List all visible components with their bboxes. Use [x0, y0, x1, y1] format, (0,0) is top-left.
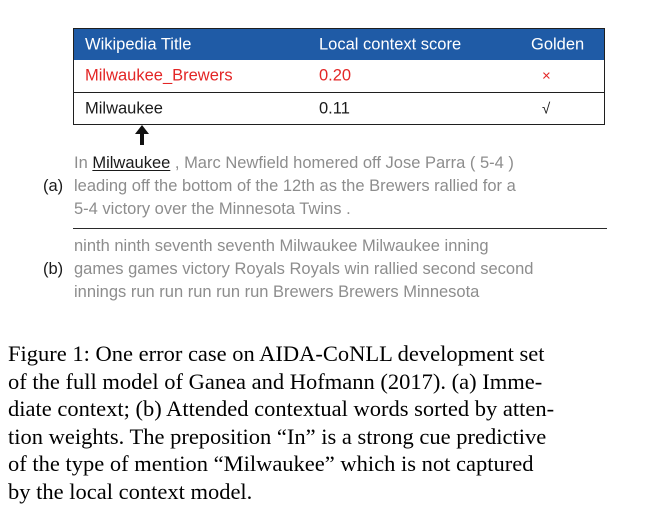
panel-b-tag: (b)	[43, 260, 64, 278]
caption-line: by the local context model.	[8, 478, 253, 504]
panel-a-tag: (a)	[43, 177, 64, 195]
check-icon: √	[542, 100, 551, 117]
row-score: 0.11	[319, 99, 350, 117]
figure-caption: Figure 1: One error case on AIDA-CoNLL d…	[8, 340, 648, 505]
attended-line: games games victory Royals Royals win ra…	[74, 260, 534, 278]
table-header: Wikipedia Title Local context score Gold…	[74, 29, 604, 60]
panel-b-text: ninth ninth seventh seventh Milwaukee Mi…	[74, 235, 614, 304]
caption-line: of the type of mention “Milwaukee” which…	[8, 451, 534, 476]
context-text: , Marc Newfield homered off Jose Parra (…	[170, 154, 514, 172]
row-title: Milwaukee_Brewers	[85, 66, 233, 85]
caption-line: diate context; (b) Attended contextual w…	[8, 396, 555, 421]
context-line: 5-4 victory over the Minnesota Twins .	[74, 200, 351, 218]
attended-line: ninth ninth seventh seventh Milwaukee Mi…	[74, 237, 489, 255]
header-local-context-score: Local context score	[319, 35, 462, 53]
table-row: Milwaukee_Brewers 0.20 ×	[74, 60, 604, 93]
header-golden: Golden	[531, 35, 585, 53]
row-title: Milwaukee	[85, 99, 163, 117]
panel-a-text: In Milwaukee , Marc Newfield homered off…	[74, 152, 614, 221]
attended-line: innings run run run run run Brewers Brew…	[74, 283, 480, 301]
caption-line: of the full model of Ganea and Hofmann (…	[8, 368, 543, 394]
cross-icon: ×	[542, 67, 551, 85]
caption-line: Figure 1: One error case on AIDA-CoNLL d…	[8, 341, 545, 366]
mention-milwaukee: Milwaukee	[92, 154, 171, 172]
context-text: In	[74, 154, 93, 172]
candidate-table: Wikipedia Title Local context score Gold…	[73, 28, 605, 125]
table-row: Milwaukee 0.11 √	[74, 93, 604, 124]
context-line: leading off the bottom of the 12th as th…	[74, 177, 516, 195]
caption-line: tion weights. The preposition “In” is a …	[8, 423, 547, 449]
context-line: In Milwaukee , Marc Newfield homered off…	[74, 152, 614, 175]
up-arrow-icon	[135, 125, 149, 145]
header-wikipedia-title: Wikipedia Title	[85, 35, 192, 53]
row-score: 0.20	[319, 66, 352, 85]
divider	[73, 228, 607, 229]
